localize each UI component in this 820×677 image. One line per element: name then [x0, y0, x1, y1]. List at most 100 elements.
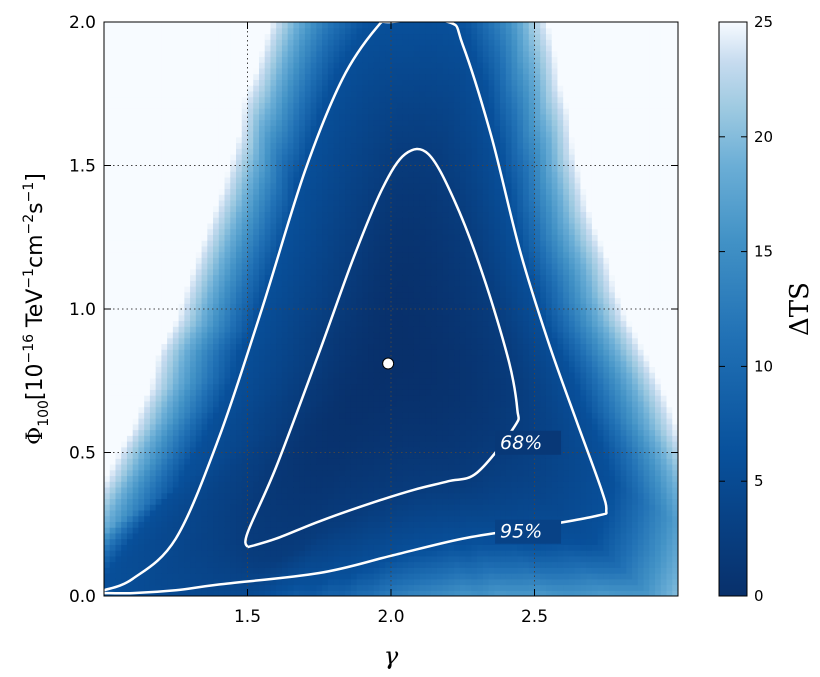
heatmap-cell	[304, 573, 312, 580]
heatmap-cell	[299, 90, 306, 98]
heatmap-cell	[190, 245, 197, 253]
heatmap-cell	[104, 395, 111, 402]
heatmap-cell	[310, 274, 317, 281]
heatmap-cell	[184, 96, 191, 103]
heatmap-cell	[172, 326, 180, 333]
heatmap-cell	[184, 102, 191, 109]
heatmap-cell	[379, 297, 386, 304]
heatmap-cell	[253, 286, 260, 293]
heatmap-cell	[109, 532, 117, 540]
heatmap-cell	[316, 176, 323, 184]
heatmap-cell	[356, 400, 363, 408]
heatmap-cell	[368, 199, 375, 207]
heatmap-cell	[281, 194, 289, 201]
heatmap-cell	[132, 389, 140, 396]
heatmap-cell	[104, 532, 111, 540]
heatmap-cell	[287, 320, 295, 327]
heatmap-cell	[155, 584, 162, 591]
heatmap-cell	[236, 360, 243, 367]
heatmap-cell	[213, 538, 220, 545]
heatmap-cell	[121, 234, 128, 241]
heatmap-cell	[333, 142, 340, 149]
heatmap-cell	[104, 39, 111, 46]
heatmap-cell	[345, 199, 352, 207]
heatmap-cell	[253, 85, 260, 92]
heatmap-cell	[207, 222, 214, 230]
heatmap-cell	[201, 412, 208, 419]
heatmap-cell	[293, 73, 300, 80]
heatmap-cell	[345, 412, 352, 419]
heatmap-cell	[207, 90, 214, 98]
heatmap-cell	[126, 136, 134, 144]
heatmap-cell	[178, 337, 185, 345]
heatmap-cell	[241, 159, 249, 167]
heatmap-cell	[345, 176, 352, 184]
heatmap-cell	[379, 354, 386, 362]
heatmap-cell	[167, 486, 174, 494]
heatmap-cell	[155, 62, 162, 69]
heatmap-cell	[345, 446, 352, 454]
heatmap-cell	[253, 176, 260, 184]
heatmap-cell	[236, 251, 243, 258]
heatmap-cell	[276, 555, 283, 563]
heatmap-cell	[350, 39, 358, 46]
heatmap-cell	[178, 538, 185, 545]
heatmap-cell	[201, 90, 208, 98]
heatmap-cell	[213, 561, 220, 568]
heatmap-cell	[195, 377, 203, 385]
heatmap-cell	[155, 354, 162, 362]
heatmap-cell	[299, 555, 306, 563]
heatmap-cell	[362, 96, 369, 103]
heatmap-cell	[253, 62, 260, 69]
heatmap-cell	[304, 492, 312, 500]
heatmap-cell	[373, 458, 381, 465]
heatmap-cell	[385, 142, 392, 149]
heatmap-cell	[247, 314, 254, 322]
heatmap-cell	[304, 441, 312, 448]
heatmap-cell	[155, 567, 162, 574]
heatmap-cell	[230, 131, 237, 138]
heatmap-cell	[281, 205, 289, 213]
heatmap-cell	[350, 102, 358, 109]
heatmap-cell	[310, 131, 317, 138]
heatmap-cell	[287, 297, 295, 304]
heatmap-cell	[322, 400, 329, 408]
heatmap-cell	[190, 79, 197, 86]
heatmap-cell	[316, 39, 323, 46]
heatmap-cell	[149, 578, 157, 586]
heatmap-cell	[304, 360, 312, 367]
heatmap-cell	[316, 245, 323, 253]
heatmap-cell	[247, 452, 254, 459]
heatmap-cell	[161, 406, 168, 413]
heatmap-cell	[213, 176, 220, 184]
heatmap-cell	[368, 245, 375, 253]
heatmap-cell	[270, 228, 277, 235]
heatmap-cell	[190, 475, 197, 482]
heatmap-cell	[126, 567, 134, 574]
heatmap-cell	[333, 257, 340, 264]
heatmap-cell	[270, 389, 277, 396]
heatmap-cell	[264, 73, 272, 80]
heatmap-cell	[264, 27, 272, 35]
heatmap-cell	[293, 280, 300, 287]
heatmap-cell	[121, 458, 128, 465]
heatmap-cell	[287, 303, 295, 310]
heatmap-cell	[213, 199, 220, 207]
heatmap-cell	[327, 257, 335, 264]
heatmap-cell	[356, 154, 363, 161]
heatmap-cell	[379, 550, 386, 557]
heatmap-cell	[281, 458, 289, 465]
heatmap-cell	[299, 458, 306, 465]
heatmap-cell	[276, 182, 283, 190]
heatmap-cell	[368, 320, 375, 327]
heatmap-cell	[345, 400, 352, 408]
heatmap-cell	[322, 90, 329, 98]
heatmap-cell	[368, 349, 375, 356]
heatmap-cell	[310, 584, 317, 591]
heatmap-cell	[195, 550, 203, 557]
heatmap-cell	[172, 240, 180, 247]
heatmap-cell	[322, 159, 329, 167]
heatmap-cell	[339, 148, 346, 155]
heatmap-cell	[362, 234, 369, 241]
heatmap-cell	[149, 550, 157, 557]
